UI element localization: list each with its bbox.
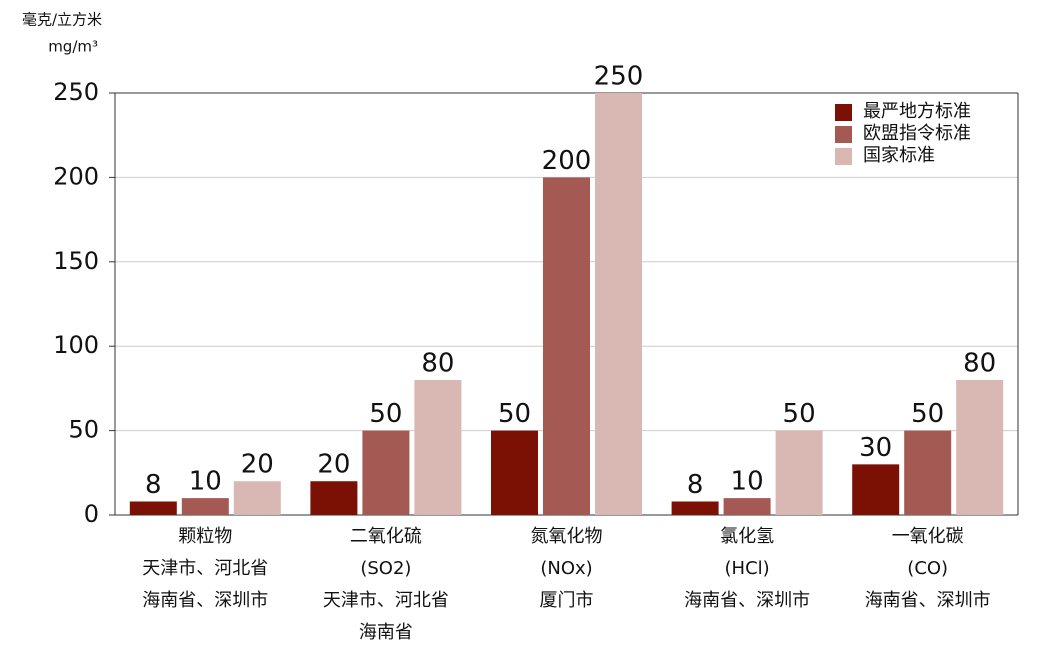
value-label: 10 [189,467,222,497]
bar [723,498,771,515]
bar [671,501,719,515]
legend-label: 最严地方标准 [863,101,971,122]
y-tick-label: 50 [68,416,99,444]
bar [491,430,538,515]
x-tick-label: (HCl) [725,558,770,579]
y-axis-label: 毫克/立方米 [22,11,102,29]
x-tick-label: 厦门市 [540,590,594,611]
value-label: 50 [783,399,816,429]
value-label: 8 [687,470,704,500]
y-tick-label: 250 [53,78,99,106]
x-tick-label: 天津市、河北省 [142,558,268,579]
x-tick-label: (CO) [907,558,948,579]
bar [595,93,642,515]
legend-swatch [835,104,852,121]
x-tick-label: 一氧化碳 [892,526,964,547]
x-tick-label: 海南省、深圳市 [142,590,268,611]
y-tick-label: 200 [53,162,99,190]
legend-label: 国家标准 [863,145,935,166]
x-tick-label: 海南省、深圳市 [684,590,810,611]
bar [956,379,1004,515]
value-label: 50 [369,399,402,429]
legend-swatch [835,148,852,165]
value-label: 200 [542,146,592,176]
value-label: 10 [731,467,764,497]
x-tick-label: 颗粒物 [178,526,232,547]
x-tick-label: 海南省、深圳市 [865,590,991,611]
bar [414,379,462,515]
legend-label: 欧盟指令标准 [863,123,971,144]
value-label: 30 [859,433,892,463]
bar [904,430,952,515]
x-tick-label: 海南省 [359,622,413,643]
y-tick-label: 100 [53,331,99,359]
value-label: 8 [145,470,162,500]
bar [181,498,229,515]
bar [543,177,590,515]
x-tick-label: (NOx) [540,558,592,579]
y-tick-label: 0 [84,500,99,528]
x-tick-label: (SO2) [360,558,411,579]
bar [310,481,358,515]
y-axis-unit: mg/m³ [48,38,98,56]
bar [233,481,281,515]
bar [362,430,410,515]
y-tick-label: 150 [53,247,99,275]
bar [775,430,823,515]
x-tick-label: 氮氧化物 [531,526,603,547]
value-label: 20 [317,450,350,480]
value-label: 20 [241,450,274,480]
x-tick-label: 二氧化硫 [350,526,422,547]
x-tick-label: 天津市、河北省 [323,590,449,611]
value-label: 50 [498,399,531,429]
value-label: 250 [594,62,644,92]
value-label: 50 [911,399,944,429]
bar [852,464,900,515]
value-label: 80 [421,348,454,378]
bar [129,501,177,515]
value-label: 80 [963,348,996,378]
legend-swatch [835,126,852,143]
x-tick-label: 氯化氢 [720,526,774,547]
